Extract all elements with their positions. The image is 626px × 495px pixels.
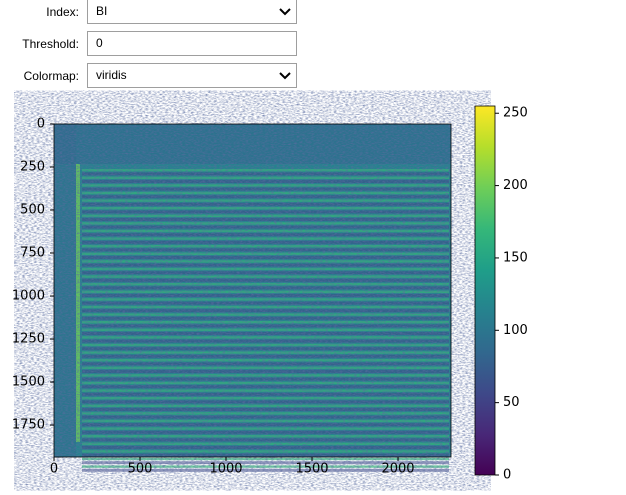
index-row: Index: BI (0, 0, 300, 25)
x-tick-label: 0 (50, 462, 58, 477)
threshold-input[interactable]: 0 (87, 31, 297, 56)
colorbar (474, 105, 496, 476)
colorbar-tick-label: 150 (503, 250, 528, 265)
colorbar-tick-label: 0 (503, 468, 511, 483)
chevron (279, 8, 291, 16)
colorbar-tick-label: 50 (503, 395, 520, 410)
colorbar-tick-label: 250 (503, 106, 528, 121)
threshold-value: 0 (96, 36, 103, 50)
chevron (279, 72, 291, 80)
row-gap (82, 468, 449, 472)
colormap-value: viridis (96, 68, 127, 82)
y-tick-label: 750 (20, 246, 45, 261)
colormap-row: Colormap: viridis (0, 63, 300, 89)
y-tick-label: 0 (37, 117, 45, 132)
y-tick-label: 1250 (12, 332, 45, 347)
image (54, 124, 451, 472)
index-label: Index: (46, 5, 79, 19)
image-noise (54, 124, 451, 457)
threshold-label: Threshold: (22, 37, 79, 51)
colormap-label: Colormap: (23, 69, 79, 83)
x-tick-label: 1000 (209, 462, 242, 477)
y-tick-label: 1750 (12, 418, 45, 433)
row-stripe (82, 465, 449, 468)
row-stripe (82, 457, 449, 461)
row-gap (82, 461, 449, 465)
index-value: BI (96, 4, 108, 18)
y-tick-label: 1500 (12, 375, 45, 390)
threshold-row: Threshold: 0 (0, 31, 300, 57)
colorbar-tick-label: 200 (503, 178, 528, 193)
x-tick-label: 1500 (295, 462, 328, 477)
frame (53, 123, 452, 458)
colorbar-tick-label: 100 (503, 323, 528, 338)
index-dropdown[interactable]: BI (87, 0, 297, 24)
x-tick-label: 500 (128, 462, 153, 477)
y-tick-label: 500 (20, 203, 45, 218)
colormap-dropdown[interactable]: viridis (87, 63, 297, 88)
y-tick-label: 1000 (12, 289, 45, 304)
x-tick-label: 2000 (381, 462, 414, 477)
y-tick-label: 250 (20, 160, 45, 175)
